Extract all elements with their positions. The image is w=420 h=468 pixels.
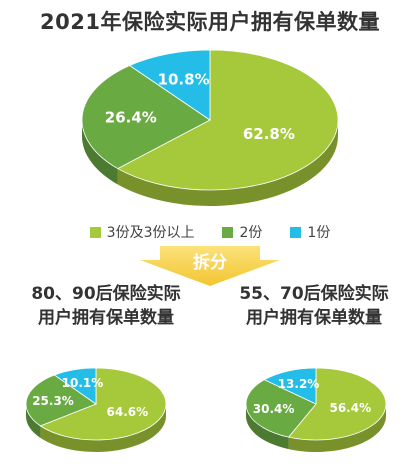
pie-slice-1	[128, 49, 211, 121]
legend: 3份及3份以上 2份 1份	[0, 220, 420, 244]
data-label-1: 10.1%	[62, 376, 104, 390]
pie-slice-1	[263, 367, 317, 405]
pie-slice-1	[53, 367, 97, 405]
right-pie-chart: 56.4% 30.4% 13.2%	[245, 367, 387, 452]
left-pie-chart: 64.6% 25.3% 10.1%	[25, 367, 167, 452]
legend-item-3plus: 3份及3份以上	[89, 222, 195, 242]
data-label-1: 13.2%	[278, 377, 320, 391]
pie-slice-3plus	[39, 367, 167, 441]
left-chart-title: 80、90后保险实际 用户拥有保单数量	[6, 282, 206, 330]
data-label-3plus: 56.4%	[329, 401, 371, 415]
legend-item-1: 1份	[290, 222, 330, 242]
right-title-line2: 用户拥有保单数量	[246, 308, 382, 328]
main-chart-title: 2021年保险实际用户拥有保单数量	[40, 10, 380, 34]
legend-label-2: 2份	[239, 225, 263, 241]
left-title-line2: 用户拥有保单数量	[38, 308, 174, 328]
data-label-2: 30.4%	[253, 402, 295, 416]
data-label-1: 10.8%	[158, 70, 210, 88]
split-label: 拆分	[193, 253, 227, 273]
pie-slice-2	[245, 379, 317, 438]
right-chart-title: 55、70后保险实际 用户拥有保单数量	[214, 282, 414, 330]
data-label-2: 25.3%	[32, 394, 74, 408]
pie-side-2	[82, 120, 118, 185]
legend-swatch-3plus	[89, 226, 101, 238]
pie-slice-3plus	[116, 49, 339, 191]
left-title-line1: 80、90后保险实际	[31, 284, 181, 304]
pie-side-2	[26, 404, 41, 438]
data-label-2: 26.4%	[105, 109, 157, 127]
right-title-line1: 55、70后保险实际	[239, 284, 389, 304]
data-label-3plus: 62.8%	[243, 125, 295, 143]
data-label-3plus: 64.6%	[107, 405, 149, 419]
pie-slice-2	[81, 65, 211, 170]
pie-side-2	[246, 404, 289, 450]
main-pie-chart: 62.8% 26.4% 10.8%	[81, 49, 339, 207]
legend-swatch-2	[222, 226, 234, 238]
legend-swatch-1	[290, 226, 302, 238]
pie-side-3plus	[40, 404, 166, 452]
pie-side-3plus	[117, 120, 338, 207]
pie-slice-3plus	[287, 367, 387, 441]
legend-label-3plus: 3份及3份以上	[106, 225, 195, 241]
legend-label-1: 1份	[307, 225, 331, 241]
split-arrow-icon	[140, 246, 280, 286]
legend-item-2: 2份	[222, 222, 262, 242]
pie-slice-2	[25, 374, 97, 427]
